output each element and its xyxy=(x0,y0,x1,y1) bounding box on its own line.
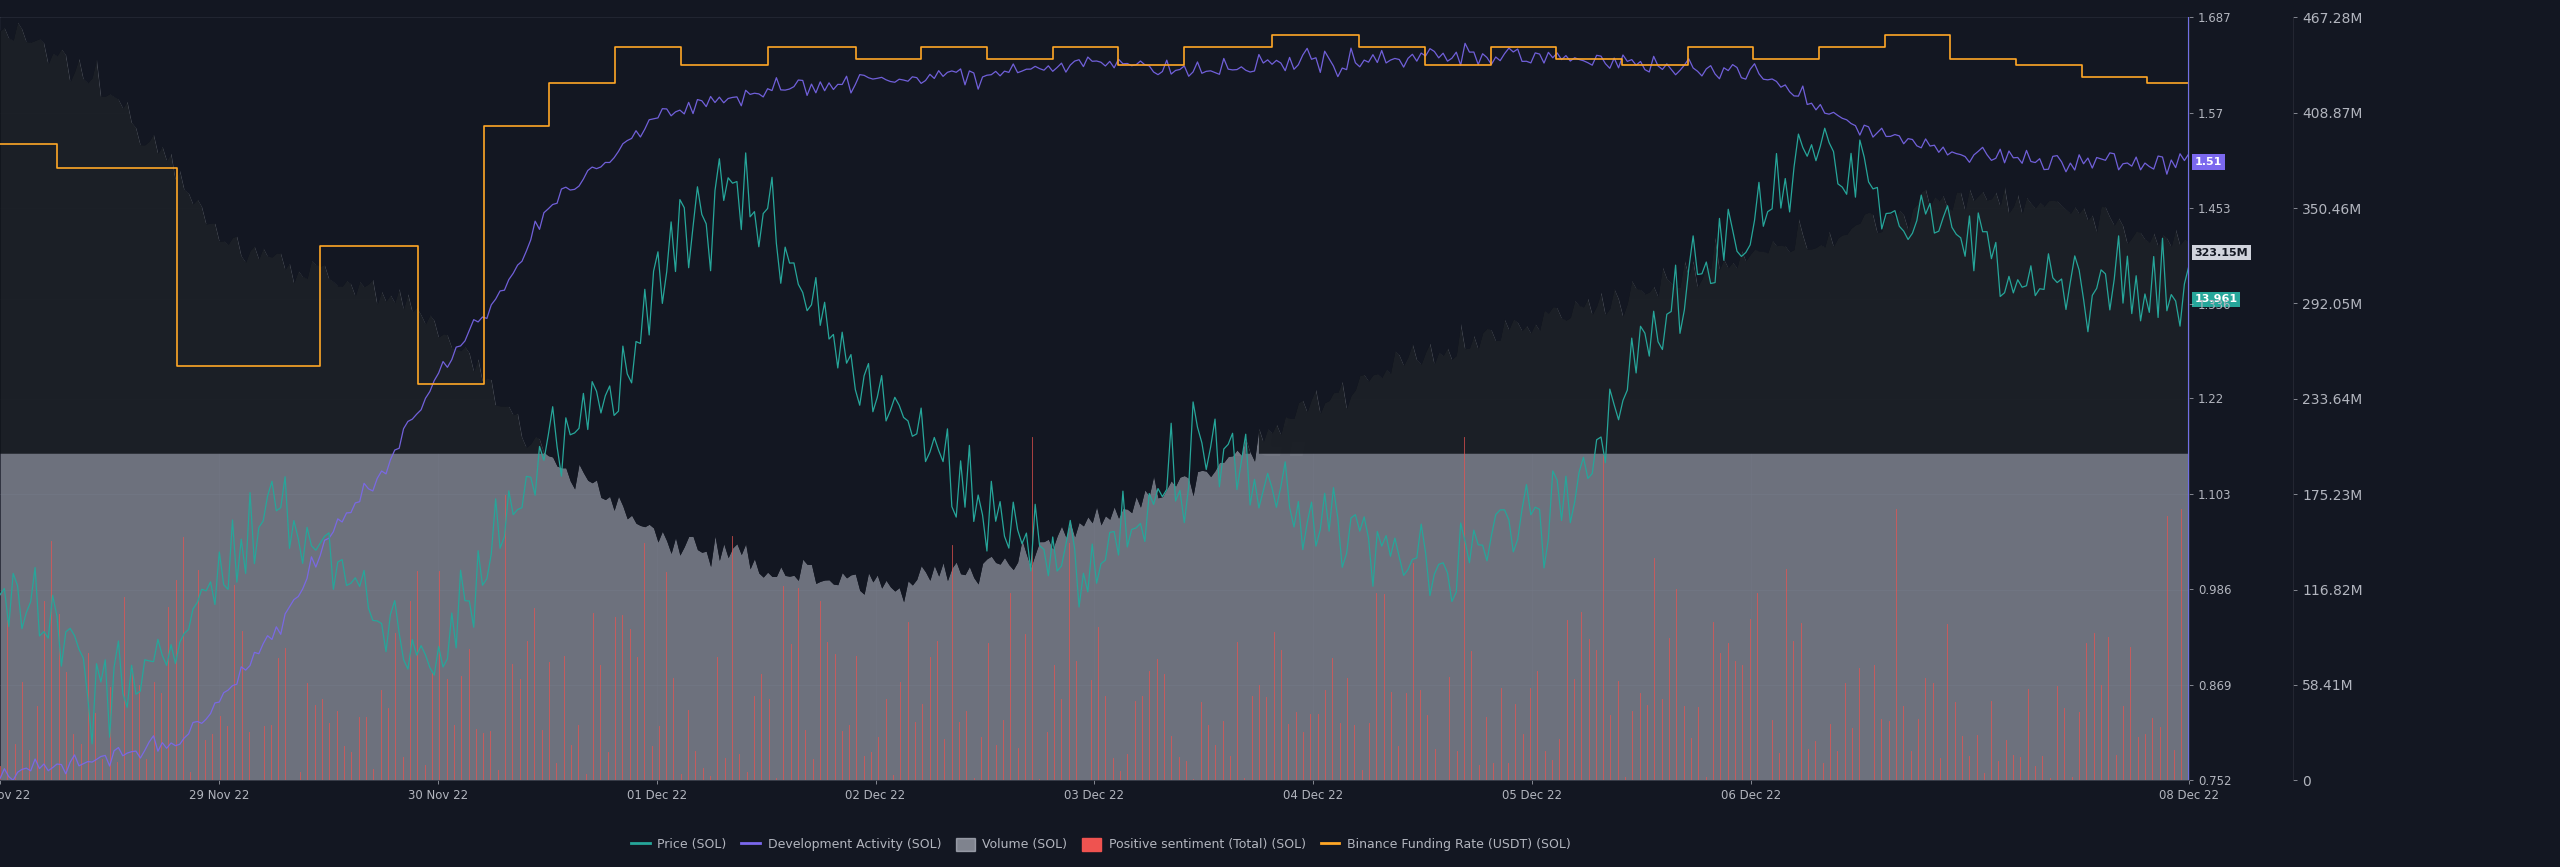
Text: 1.51: 1.51 xyxy=(2194,157,2222,166)
Legend: Price (SOL), Development Activity (SOL), Volume (SOL), Positive sentiment (Total: Price (SOL), Development Activity (SOL),… xyxy=(627,833,1574,857)
Text: santiment.: santiment. xyxy=(876,402,1313,472)
Text: 13.961: 13.961 xyxy=(2194,294,2237,304)
Text: 323.15M: 323.15M xyxy=(2194,248,2248,257)
